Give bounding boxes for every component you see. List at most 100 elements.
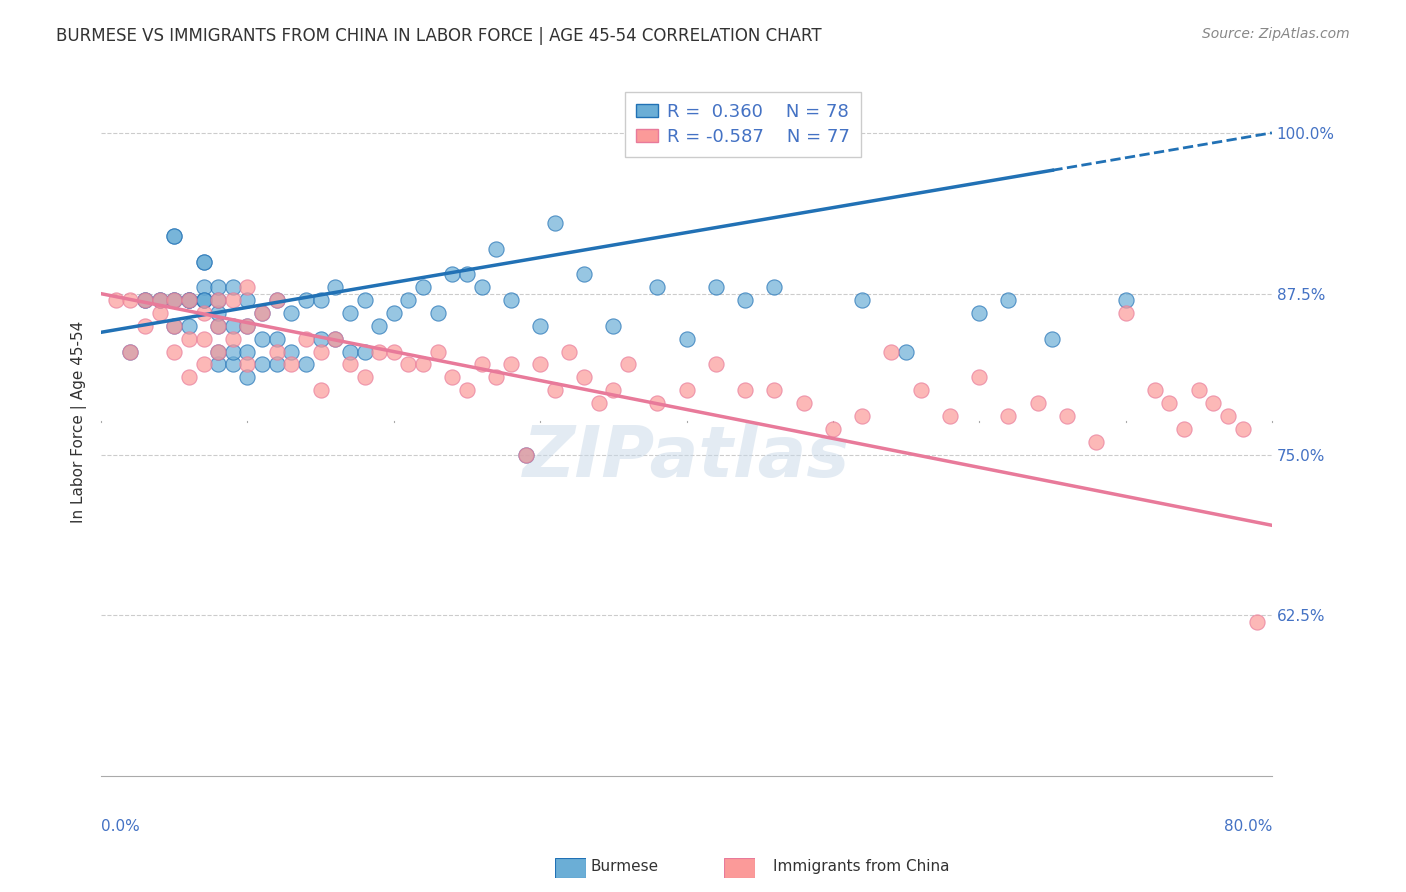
Point [163, 344, 186, 359]
Point [368, 344, 391, 359]
Point [177, 370, 200, 384]
Point [967, 370, 990, 384]
Point [1143, 383, 1166, 397]
Point [339, 306, 361, 320]
Point [1232, 422, 1254, 436]
Point [339, 358, 361, 372]
Point [353, 293, 375, 307]
Point [207, 358, 229, 372]
Point [193, 293, 215, 307]
Point [177, 293, 200, 307]
Point [120, 293, 142, 307]
Point [207, 293, 229, 307]
Point [250, 306, 273, 320]
Point [793, 396, 815, 410]
Point [193, 254, 215, 268]
Point [851, 409, 873, 423]
Point [339, 344, 361, 359]
Point [910, 383, 932, 397]
Point [266, 358, 288, 372]
Point [134, 293, 156, 307]
Point [236, 318, 259, 333]
Point [939, 409, 962, 423]
Point [485, 370, 508, 384]
Point [222, 332, 245, 346]
Point [515, 448, 537, 462]
Point [207, 280, 229, 294]
Point [177, 318, 200, 333]
Point [1115, 306, 1137, 320]
Point [880, 344, 903, 359]
Point [266, 332, 288, 346]
Point [193, 358, 215, 372]
Point [236, 358, 259, 372]
Point [1115, 293, 1137, 307]
Point [894, 344, 917, 359]
Point [997, 293, 1019, 307]
Point [572, 370, 595, 384]
Point [441, 268, 464, 282]
Point [412, 280, 434, 294]
Point [193, 254, 215, 268]
Point [295, 332, 318, 346]
Point [851, 293, 873, 307]
Text: Source: ZipAtlas.com: Source: ZipAtlas.com [1202, 27, 1350, 41]
Point [177, 293, 200, 307]
Point [222, 280, 245, 294]
Point [426, 306, 449, 320]
Point [471, 358, 494, 372]
Point [222, 293, 245, 307]
Point [236, 370, 259, 384]
Point [236, 318, 259, 333]
Point [309, 383, 332, 397]
Point [236, 344, 259, 359]
Point [309, 332, 332, 346]
Point [1202, 396, 1225, 410]
Point [645, 280, 668, 294]
Point [163, 293, 186, 307]
Point [280, 344, 302, 359]
Point [1040, 332, 1063, 346]
Legend: R =  0.360    N = 78, R = -0.587    N = 77: R = 0.360 N = 78, R = -0.587 N = 77 [626, 92, 860, 157]
Text: 0.0%: 0.0% [101, 819, 139, 834]
Point [163, 228, 186, 243]
Point [967, 306, 990, 320]
Point [1056, 409, 1078, 423]
Point [1085, 434, 1108, 449]
Point [207, 318, 229, 333]
Point [529, 358, 551, 372]
Point [280, 358, 302, 372]
Point [763, 383, 786, 397]
Point [134, 293, 156, 307]
Point [134, 293, 156, 307]
Point [412, 358, 434, 372]
Point [236, 293, 259, 307]
Point [163, 293, 186, 307]
Point [266, 293, 288, 307]
Point [544, 216, 567, 230]
Point [236, 280, 259, 294]
Text: Burmese: Burmese [591, 859, 658, 874]
Point [398, 293, 420, 307]
Point [499, 293, 522, 307]
Point [675, 332, 697, 346]
Point [323, 332, 346, 346]
Point [295, 293, 318, 307]
Point [207, 318, 229, 333]
Point [588, 396, 610, 410]
Point [207, 293, 229, 307]
Point [193, 280, 215, 294]
Text: BURMESE VS IMMIGRANTS FROM CHINA IN LABOR FORCE | AGE 45-54 CORRELATION CHART: BURMESE VS IMMIGRANTS FROM CHINA IN LABO… [56, 27, 823, 45]
Point [398, 358, 420, 372]
Text: ZIPatlas: ZIPatlas [523, 423, 851, 492]
Point [134, 318, 156, 333]
Point [149, 293, 172, 307]
Point [763, 280, 786, 294]
Point [544, 383, 567, 397]
Point [1216, 409, 1239, 423]
Point [163, 293, 186, 307]
Point [602, 318, 624, 333]
Point [617, 358, 640, 372]
Point [821, 422, 844, 436]
Point [1188, 383, 1211, 397]
